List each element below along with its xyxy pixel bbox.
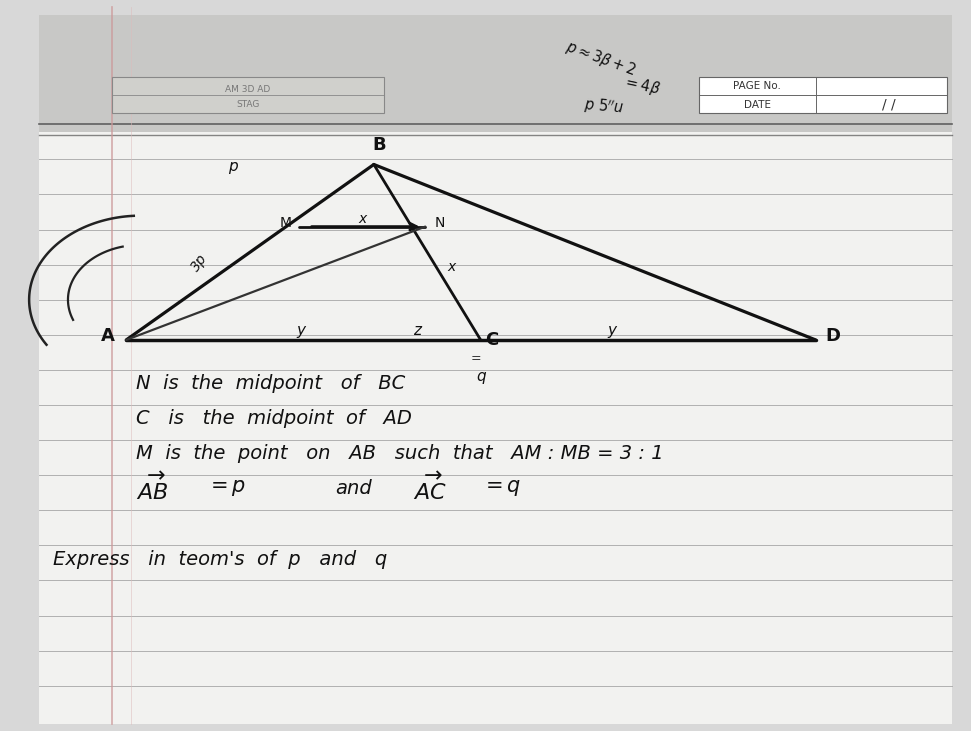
Text: M  is  the  point   on   AB   such  that   AM : MB = 3 : 1: M is the point on AB such that AM : MB =…: [136, 444, 663, 463]
Text: C: C: [486, 331, 499, 349]
Text: D: D: [825, 327, 840, 345]
Text: / /: / /: [882, 97, 895, 112]
Text: $p \  5^{\prime\prime} u$: $p \ 5^{\prime\prime} u$: [583, 96, 624, 119]
Text: p: p: [228, 159, 238, 174]
Text: $= q$: $= q$: [481, 478, 520, 499]
Text: A: A: [101, 327, 115, 345]
FancyBboxPatch shape: [39, 15, 952, 132]
Text: x: x: [358, 212, 366, 227]
Text: x: x: [448, 260, 455, 274]
Text: N: N: [435, 216, 446, 230]
FancyBboxPatch shape: [39, 15, 952, 724]
Text: $\overrightarrow{AB}$: $\overrightarrow{AB}$: [136, 472, 168, 504]
Text: PAGE No.: PAGE No.: [733, 81, 782, 91]
Text: $\overrightarrow{AC}$: $\overrightarrow{AC}$: [413, 472, 447, 504]
Text: C   is   the  midpoint  of   AD: C is the midpoint of AD: [136, 409, 412, 428]
Text: $p \approx 3\beta + 2$: $p \approx 3\beta + 2$: [563, 37, 639, 80]
Text: 3p: 3p: [188, 252, 210, 274]
FancyBboxPatch shape: [699, 77, 947, 113]
Text: z: z: [414, 323, 421, 338]
Text: M: M: [280, 216, 291, 230]
Text: Express   in  teom's  of  p   and   q: Express in teom's of p and q: [53, 550, 387, 569]
Text: q: q: [476, 369, 486, 384]
Text: $= p$: $= p$: [206, 478, 246, 499]
Text: $= 4\beta$: $= 4\beta$: [621, 72, 662, 99]
Text: AM 3D AD: AM 3D AD: [225, 86, 270, 94]
Text: B: B: [372, 135, 385, 154]
Text: y: y: [607, 323, 617, 338]
Text: =: =: [471, 352, 481, 365]
Text: DATE: DATE: [744, 99, 771, 110]
FancyBboxPatch shape: [112, 77, 384, 113]
Text: and: and: [335, 479, 372, 498]
Text: STAG: STAG: [236, 100, 259, 109]
Text: N  is  the  midpoint   of   BC: N is the midpoint of BC: [136, 374, 405, 393]
Text: y: y: [296, 323, 306, 338]
